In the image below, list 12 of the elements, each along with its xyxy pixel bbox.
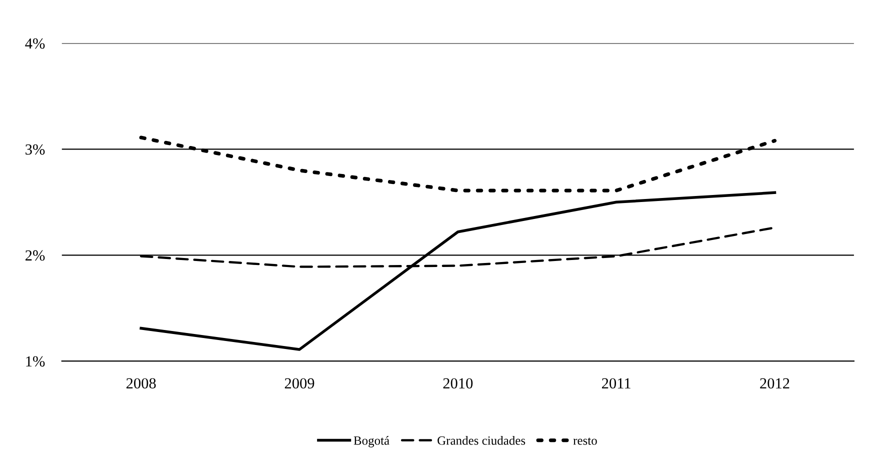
x-tick-label: 2012 [760, 378, 790, 389]
y-tick-label: 1% [26, 356, 45, 367]
x-tick-label: 2008 [126, 378, 156, 389]
y-tick-label: 4% [25, 38, 45, 49]
x-tick-label: 2011 [602, 378, 630, 389]
legend-label: Bogotá [354, 436, 390, 448]
x-tick-label: 2009 [284, 378, 314, 389]
y-tick-label: 3% [26, 144, 45, 155]
y-tick-label: 2% [26, 250, 45, 261]
x-tick-label: 2010 [443, 378, 473, 389]
legend-label: Grandes ciudades [438, 436, 526, 445]
legend-label: resto [573, 438, 597, 445]
